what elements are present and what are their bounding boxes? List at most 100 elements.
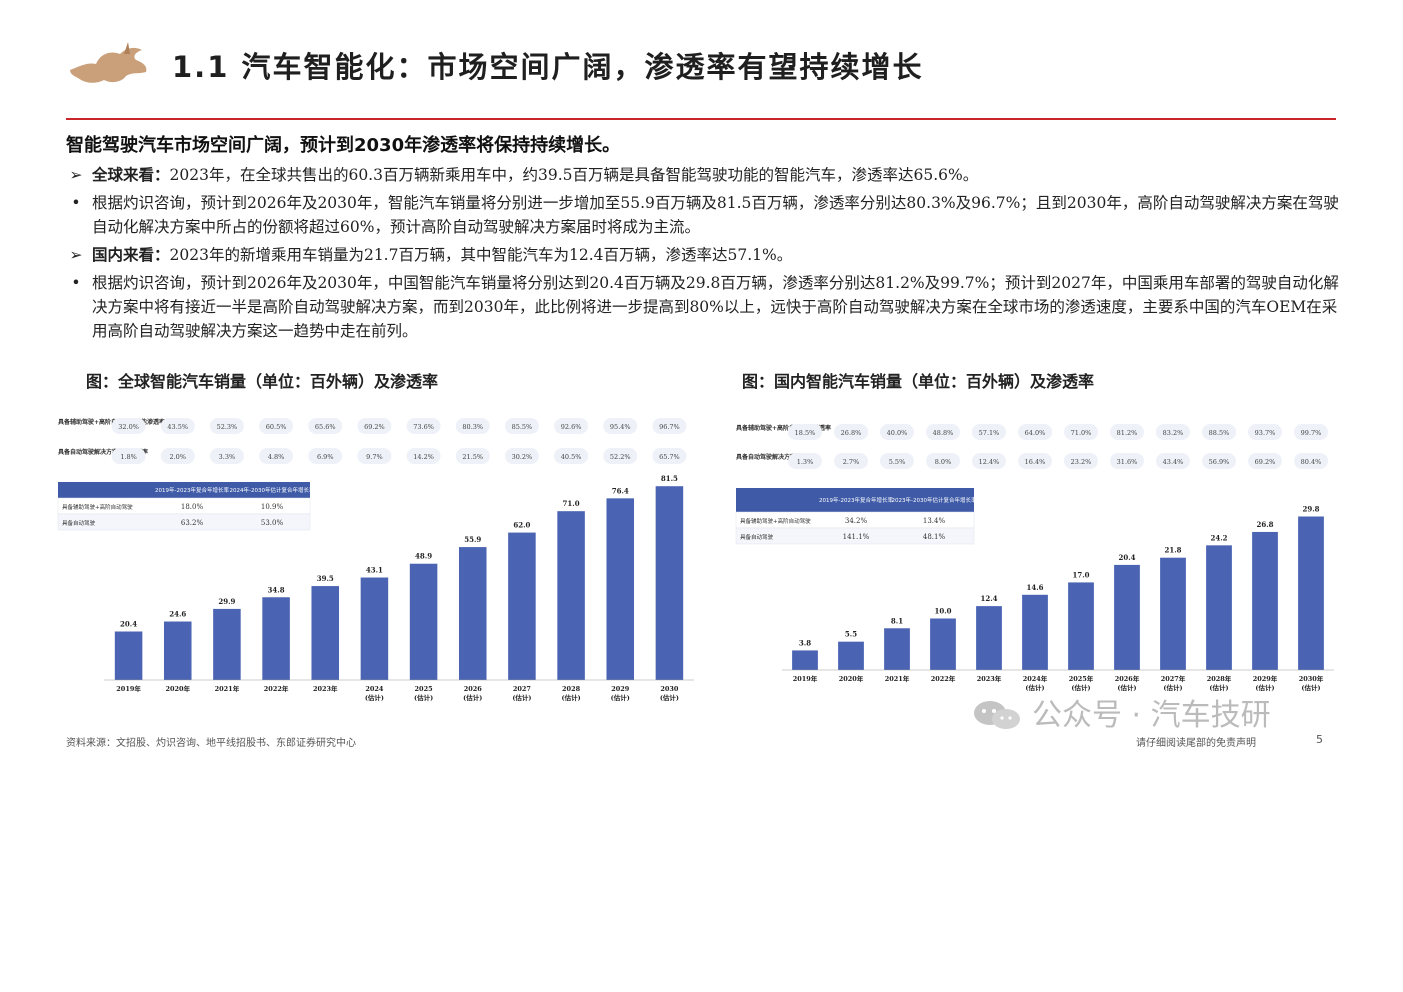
bar-value-label: 29.9 — [218, 597, 235, 606]
bar-value-label: 48.9 — [415, 552, 432, 561]
cagr-table-cell: 34.2% — [845, 517, 868, 525]
wechat-icon — [974, 701, 1020, 729]
rate-pill — [1294, 453, 1328, 469]
bar — [409, 563, 438, 680]
bar-value-label: 3.8 — [799, 638, 811, 647]
bar — [163, 621, 192, 680]
bar — [1114, 564, 1140, 670]
rate-pill — [111, 418, 146, 434]
x-tick-label: 2022年 — [931, 674, 956, 683]
cagr-header-cell: 2023年-2030年估计复合年增长率 — [892, 496, 977, 504]
rate-pill — [652, 448, 687, 464]
rate-pill — [1064, 453, 1098, 469]
bar — [508, 532, 536, 680]
dot-bullet-icon: • — [71, 274, 81, 292]
bar-value-label: 14.6 — [1026, 583, 1043, 592]
arrow-bullet-icon: ➢ — [69, 166, 83, 184]
rate-pill — [1110, 453, 1144, 469]
bar — [655, 486, 684, 680]
rate-pill — [209, 418, 244, 434]
paragraph-heading: 国内来看： — [92, 246, 170, 264]
rate-value: 85.5% — [512, 423, 533, 431]
bar-value-label: 5.5 — [845, 630, 857, 639]
rate-pill — [259, 418, 294, 434]
x-tick-label: 2023年 — [313, 684, 338, 693]
rate-pill — [603, 418, 638, 434]
rate-pill — [554, 418, 589, 434]
x-tick-label: 2028 — [562, 685, 581, 693]
bar-value-label: 24.2 — [1210, 533, 1227, 542]
paragraph-text: 根据灼识咨询，预计到2026年及2030年，中国智能汽车销量将分别达到20.4百… — [92, 274, 1339, 340]
rate-pill — [308, 418, 343, 434]
rate-value: 69.2% — [364, 423, 385, 431]
bar — [1160, 557, 1186, 670]
cagr-table-cell: 具备自动驾驶 — [740, 533, 774, 541]
x-tick-label: 2024年 — [1023, 674, 1048, 683]
rate-value: 57.1% — [979, 429, 1000, 437]
x-tick-label: 2024 — [365, 685, 384, 693]
rate-value: 9.7% — [366, 453, 383, 461]
x-tick-label: (估计) — [562, 693, 581, 702]
x-tick-label: (估计) — [1025, 683, 1044, 692]
bar — [1022, 594, 1048, 670]
bar — [360, 577, 389, 680]
bar — [114, 631, 143, 680]
rate-value: 93.7% — [1255, 429, 1276, 437]
rate-value: 80.4% — [1301, 458, 1322, 466]
x-tick-label: (估计) — [463, 693, 482, 702]
bar — [930, 618, 956, 670]
x-tick-label: 2023年 — [977, 674, 1002, 683]
rate-pill — [504, 448, 539, 464]
rate-pill — [504, 418, 539, 434]
rate-value: 65.6% — [315, 423, 336, 431]
rate-pill — [788, 453, 822, 469]
cagr-table-cell: 141.1% — [843, 533, 870, 541]
rate-value: 56.9% — [1209, 458, 1230, 466]
cagr-header-cell: 2019年-2023年复合年增长率 — [819, 496, 893, 504]
rate-value: 5.5% — [889, 458, 906, 466]
paragraph-global: ➢ 全球来看：2023年，在全球共售出的60.3百万辆新乘用车中，约39.5百万… — [66, 163, 1351, 187]
bar-value-label: 55.9 — [464, 535, 481, 544]
rate-value: 40.0% — [887, 429, 908, 437]
rate-pill — [834, 424, 868, 440]
lead-sentence: 智能驾驶汽车市场空间广阔，预计到2030年渗透率将保持持续增长。 — [66, 135, 621, 156]
rate-row-label: 具备辅助驾驶+高阶自动驾驶功能渗透率 — [57, 418, 165, 426]
rate-pill — [972, 453, 1006, 469]
x-tick-label: 2025 — [415, 685, 434, 693]
disclaimer-link[interactable]: 请仔细阅读尾部的免责声明 — [1136, 738, 1256, 749]
rate-pill — [308, 448, 343, 464]
rate-value: 64.0% — [1025, 429, 1046, 437]
rate-value: 96.7% — [659, 423, 680, 431]
cagr-table-cell: 10.9% — [261, 503, 284, 511]
paragraph-text: 2023年，在全球共售出的60.3百万辆新乘用车中，约39.5百万辆是具备智能驾… — [169, 166, 979, 184]
bar — [1068, 582, 1094, 670]
cagr-table-cell: 具备自动驾驶 — [62, 519, 96, 527]
x-tick-label: (估计) — [1255, 683, 1274, 692]
rate-pill — [209, 448, 244, 464]
rate-pill — [1294, 424, 1328, 440]
rate-pill — [1156, 424, 1190, 440]
paragraph-domestic: ➢ 国内来看：2023年的新增乘用车销量为21.7百万辆，其中智能汽车为12.4… — [66, 243, 1351, 267]
rate-value: 60.5% — [266, 423, 287, 431]
rate-value: 21.5% — [462, 453, 483, 461]
rate-pill — [1202, 453, 1236, 469]
title-divider — [66, 118, 1336, 120]
bar-value-label: 81.5 — [661, 474, 678, 483]
bar — [213, 608, 241, 680]
bar-value-label: 8.1 — [891, 616, 903, 625]
rate-pill — [357, 448, 392, 464]
bar-value-label: 21.8 — [1164, 546, 1181, 555]
page-title: 1.1 汽车智能化：市场空间广阔，渗透率有望持续增长 — [172, 50, 924, 84]
rate-value: 83.2% — [1163, 429, 1184, 437]
x-tick-label: 2026 — [464, 685, 483, 693]
x-tick-label: 2029年 — [1253, 674, 1278, 683]
paragraph-domestic-forecast: • 根据灼识咨询，预计到2026年及2030年，中国智能汽车销量将分别达到20.… — [66, 271, 1351, 343]
rate-value: 3.3% — [219, 453, 236, 461]
bar-value-label: 34.8 — [268, 585, 285, 594]
cagr-table-row — [57, 513, 311, 531]
bar-value-label: 17.0 — [1072, 570, 1089, 579]
rate-value: 14.2% — [413, 453, 434, 461]
rate-pill — [1248, 453, 1282, 469]
